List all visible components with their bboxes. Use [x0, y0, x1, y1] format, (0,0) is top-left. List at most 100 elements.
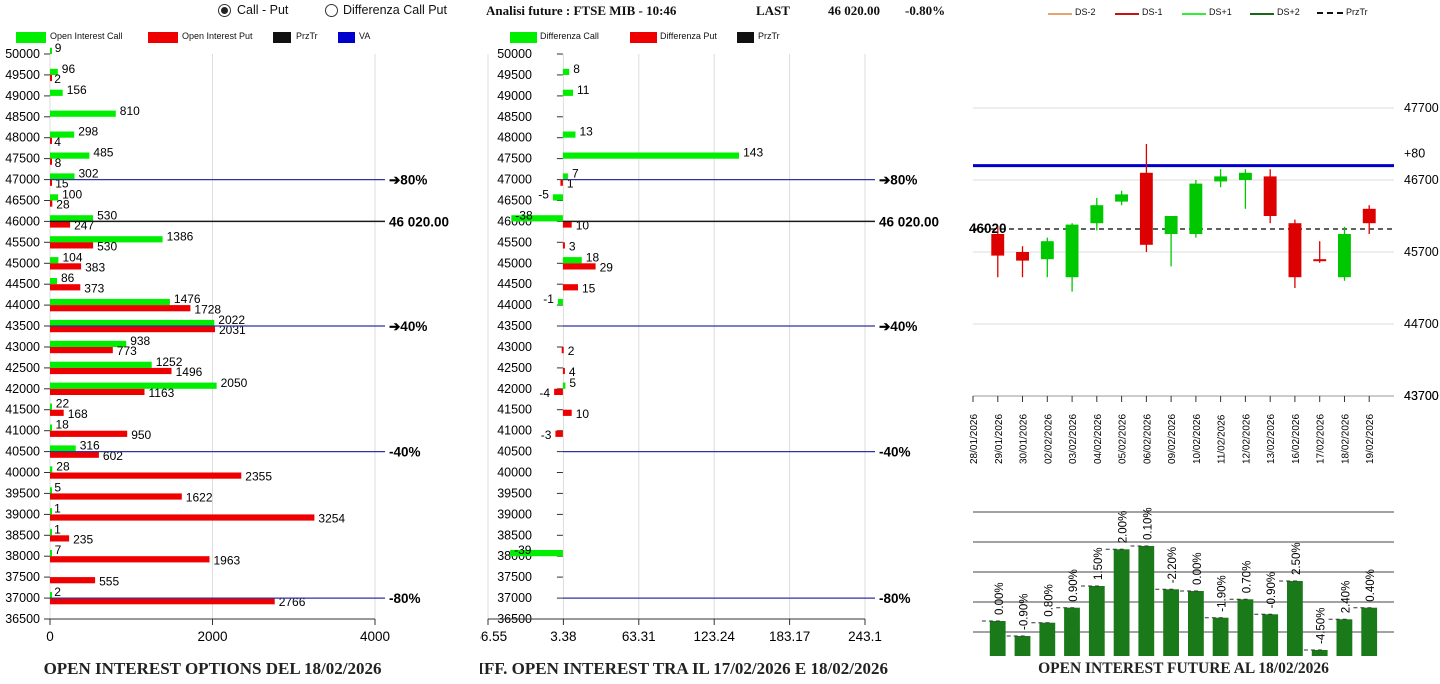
svg-text:1622: 1622	[186, 491, 213, 505]
svg-text:➔80%: ➔80%	[389, 173, 427, 188]
svg-text:1.50%: 1.50%	[1093, 547, 1105, 580]
svg-text:48000: 48000	[497, 131, 532, 145]
svg-text:0.00%: 0.00%	[994, 582, 1006, 615]
svg-text:48500: 48500	[5, 110, 40, 124]
svg-text:42500: 42500	[497, 361, 532, 375]
svg-text:40000: 40000	[497, 466, 532, 480]
svg-text:1: 1	[567, 177, 574, 191]
svg-text:41500: 41500	[5, 403, 40, 417]
svg-text:38500: 38500	[5, 528, 40, 542]
svg-text:43500: 43500	[497, 319, 532, 333]
svg-text:1496: 1496	[176, 365, 203, 379]
svg-text:1963: 1963	[214, 553, 241, 567]
svg-text:235: 235	[73, 533, 93, 547]
svg-text:2: 2	[54, 585, 61, 599]
svg-text:43000: 43000	[497, 340, 532, 354]
svg-text:OPEN INTEREST FUTURE AL 18/02/: OPEN INTEREST FUTURE AL 18/02/2026	[1038, 660, 1329, 677]
svg-text:41000: 41000	[497, 424, 532, 438]
svg-text:16/02/2026: 16/02/2026	[1291, 414, 1302, 464]
svg-text:03/02/2026: 03/02/2026	[1068, 414, 1079, 464]
svg-text:42000: 42000	[497, 382, 532, 396]
svg-text:43500: 43500	[5, 319, 40, 333]
svg-text:39500: 39500	[497, 486, 532, 500]
svg-text:38500: 38500	[497, 528, 532, 542]
svg-text:28: 28	[56, 198, 70, 212]
svg-text:950: 950	[131, 428, 151, 442]
svg-text:44500: 44500	[5, 277, 40, 291]
svg-text:45700: 45700	[1404, 245, 1439, 259]
svg-text:1: 1	[54, 501, 61, 515]
svg-text:-4.50%: -4.50%	[1316, 608, 1328, 644]
svg-text:42500: 42500	[5, 361, 40, 375]
svg-text:168: 168	[68, 407, 88, 421]
svg-text:773: 773	[117, 344, 137, 358]
svg-text:47000: 47000	[5, 173, 40, 187]
svg-text:-40%: -40%	[879, 445, 911, 460]
svg-text:46500: 46500	[5, 194, 40, 208]
svg-text:298: 298	[78, 125, 98, 139]
svg-text:63.31: 63.31	[622, 629, 656, 644]
svg-text:2.40%: 2.40%	[1341, 581, 1353, 614]
svg-text:-5: -5	[538, 188, 549, 202]
svg-text:11/02/2026: 11/02/2026	[1217, 414, 1228, 464]
svg-text:-80%: -80%	[879, 591, 911, 606]
svg-text:0.10%: 0.10%	[1142, 507, 1154, 540]
svg-text:8: 8	[573, 62, 580, 76]
svg-text:39500: 39500	[5, 486, 40, 500]
svg-text:49000: 49000	[497, 89, 532, 103]
svg-text:3.38: 3.38	[550, 629, 576, 644]
svg-text:2.00%: 2.00%	[1118, 511, 1130, 544]
svg-text:143: 143	[743, 146, 763, 160]
svg-text:48000: 48000	[5, 131, 40, 145]
svg-text:2031: 2031	[219, 323, 246, 337]
svg-text:06/02/2026: 06/02/2026	[1142, 414, 1153, 464]
svg-text:0.90%: 0.90%	[1068, 569, 1080, 602]
svg-text:36500: 36500	[5, 612, 40, 626]
svg-text:-1: -1	[543, 292, 554, 306]
svg-text:96: 96	[62, 62, 76, 76]
svg-text:37500: 37500	[5, 570, 40, 584]
svg-text:18: 18	[586, 250, 600, 264]
svg-text:45500: 45500	[5, 235, 40, 249]
svg-text:02/02/2026: 02/02/2026	[1043, 414, 1054, 464]
svg-text:123.24: 123.24	[694, 629, 736, 644]
svg-text:46000: 46000	[5, 214, 40, 228]
svg-text:29: 29	[600, 260, 614, 274]
svg-text:47500: 47500	[497, 152, 532, 166]
svg-text:5: 5	[54, 480, 61, 494]
svg-text:45000: 45000	[497, 256, 532, 270]
svg-text:47700: 47700	[1404, 101, 1439, 115]
svg-text:41000: 41000	[5, 424, 40, 438]
svg-text:316: 316	[80, 439, 100, 453]
svg-text:46020: 46020	[969, 221, 1007, 236]
svg-text:44000: 44000	[5, 298, 40, 312]
svg-text:40500: 40500	[497, 445, 532, 459]
svg-text:46700: 46700	[1404, 173, 1439, 187]
svg-text:29/01/2026: 29/01/2026	[994, 414, 1005, 464]
svg-text:810: 810	[120, 104, 140, 118]
svg-text:41500: 41500	[497, 403, 532, 417]
svg-text:0.80%: 0.80%	[1043, 584, 1055, 617]
svg-text:39000: 39000	[497, 507, 532, 521]
svg-text:-80%: -80%	[389, 591, 421, 606]
svg-text:10/02/2026: 10/02/2026	[1192, 414, 1203, 464]
svg-text:18: 18	[56, 418, 70, 432]
svg-text:17/02/2026: 17/02/2026	[1316, 414, 1327, 464]
svg-text:DIFF. OPEN INTEREST TRA IL 17/: DIFF. OPEN INTEREST TRA IL 17/02/2026 E …	[480, 659, 888, 678]
svg-text:➔40%: ➔40%	[879, 319, 917, 334]
svg-text:-0.90%: -0.90%	[1266, 572, 1278, 608]
svg-text:49000: 49000	[5, 89, 40, 103]
svg-text:46500: 46500	[497, 194, 532, 208]
svg-text:5: 5	[569, 376, 576, 390]
svg-text:104: 104	[63, 250, 83, 264]
svg-text:2355: 2355	[245, 470, 272, 484]
svg-text:47000: 47000	[497, 173, 532, 187]
svg-text:44700: 44700	[1404, 317, 1439, 331]
svg-text:13/02/2026: 13/02/2026	[1266, 414, 1277, 464]
svg-text:49500: 49500	[497, 68, 532, 82]
svg-text:555: 555	[99, 574, 119, 588]
svg-text:0.00%: 0.00%	[1192, 552, 1204, 585]
svg-text:2: 2	[568, 344, 575, 358]
svg-text:37500: 37500	[497, 570, 532, 584]
svg-text:46 020.00: 46 020.00	[389, 214, 449, 229]
